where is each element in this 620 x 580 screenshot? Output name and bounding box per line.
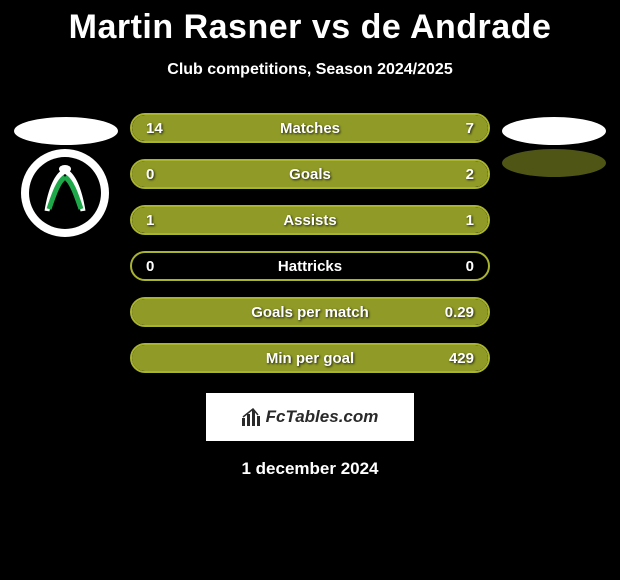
stat-value-left: 14 <box>146 120 163 137</box>
chart-icon <box>242 408 262 426</box>
club-badge-left <box>21 149 111 239</box>
badge-circle <box>21 149 109 237</box>
stat-row: 0 0 Hattricks <box>130 251 490 281</box>
stat-row: 1 1 Assists <box>130 205 490 235</box>
stat-label: Assists <box>283 212 336 229</box>
stat-label: Hattricks <box>278 258 342 275</box>
fctables-logo: FcTables.com <box>242 407 379 427</box>
stat-value-right: 0 <box>466 258 474 275</box>
subtitle: Club competitions, Season 2024/2025 <box>0 61 620 79</box>
stat-value-right: 7 <box>466 120 474 137</box>
stat-label: Goals <box>289 166 331 183</box>
stat-row: 14 7 Matches <box>130 113 490 143</box>
player-shadow-oval <box>502 117 606 145</box>
stat-row: 429 Min per goal <box>130 343 490 373</box>
stat-value-right: 2 <box>466 166 474 183</box>
right-player-col <box>494 113 614 373</box>
badge-svg <box>29 157 101 229</box>
stat-value-right: 1 <box>466 212 474 229</box>
stats-column: 14 7 Matches 0 2 Goals 1 1 Assists 0 0 Hattricks 0.2… <box>126 113 494 373</box>
stat-value-left: 1 <box>146 212 154 229</box>
footer-badge: FcTables.com <box>206 393 414 441</box>
player-shadow-oval <box>14 117 118 145</box>
stat-value-left: 0 <box>146 258 154 275</box>
stat-label: Matches <box>280 120 340 137</box>
left-player-col <box>6 113 126 373</box>
stat-row: 0 2 Goals <box>130 159 490 189</box>
player-shadow-oval-green <box>502 149 606 177</box>
main-row: 14 7 Matches 0 2 Goals 1 1 Assists 0 0 Hattricks 0.2… <box>0 113 620 373</box>
comparison-card: Martin Rasner vs de Andrade Club competi… <box>0 0 620 479</box>
stat-row: 0.29 Goals per match <box>130 297 490 327</box>
stat-value-right: 0.29 <box>445 304 474 321</box>
footer-label: FcTables.com <box>266 407 379 427</box>
fill-right <box>310 207 488 233</box>
date-label: 1 december 2024 <box>0 459 620 479</box>
stat-value-right: 429 <box>449 350 474 367</box>
badge-inner <box>29 157 101 229</box>
stat-value-left: 0 <box>146 166 154 183</box>
page-title: Martin Rasner vs de Andrade <box>0 8 620 47</box>
stat-label: Goals per match <box>251 304 369 321</box>
stat-label: Min per goal <box>266 350 354 367</box>
